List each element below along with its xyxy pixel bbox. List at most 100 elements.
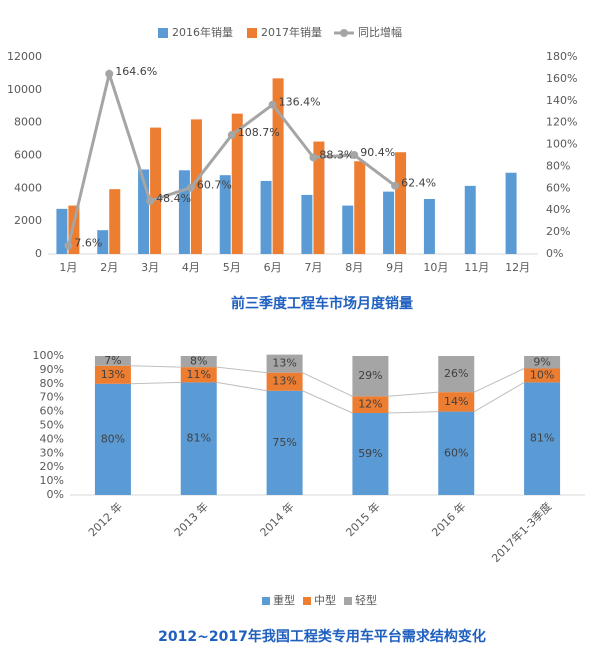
series-line — [216, 366, 267, 374]
data-label: 80% — [101, 432, 125, 445]
y-tick-label: 6000 — [14, 149, 42, 162]
y2-tick-label: 160% — [546, 72, 577, 85]
legend-label: 2016年销量 — [172, 25, 233, 39]
data-label: 7% — [104, 354, 121, 367]
x-tick-label: 7月 — [304, 261, 322, 274]
legend-label: 2017年销量 — [261, 25, 322, 39]
legend-swatch — [262, 597, 270, 605]
data-label: 62.4% — [401, 177, 436, 190]
y-tick-label: 10% — [40, 474, 64, 487]
data-label: 7.6% — [74, 237, 102, 250]
data-label: 59% — [358, 447, 382, 460]
bar — [138, 169, 150, 254]
x-tick-label: 2012 年 — [85, 499, 125, 539]
x-tick-label: 10月 — [423, 261, 448, 274]
y2-tick-label: 140% — [546, 94, 577, 107]
bar — [423, 199, 435, 254]
line-point — [350, 151, 359, 160]
y2-tick-label: 120% — [546, 116, 577, 129]
series-line — [302, 390, 353, 414]
x-tick-label: 6月 — [264, 261, 282, 274]
y2-tick-label: 20% — [546, 225, 570, 238]
data-label: 48.4% — [156, 192, 191, 205]
bar — [190, 119, 202, 254]
line-point — [309, 153, 318, 162]
series-line — [302, 372, 353, 397]
data-label: 75% — [272, 436, 296, 449]
bar-segment — [438, 392, 475, 412]
y-tick-label: 90% — [40, 363, 64, 376]
bar — [150, 127, 162, 254]
data-label: 9% — [533, 355, 550, 368]
data-label: 8% — [190, 355, 207, 368]
bar — [178, 170, 190, 254]
data-label: 10% — [530, 368, 554, 381]
line-point — [391, 181, 400, 190]
y-tick-label: 50% — [40, 419, 64, 432]
legend-swatch — [158, 28, 168, 38]
bar — [464, 185, 476, 254]
line-point — [105, 69, 114, 78]
x-tick-label: 12月 — [505, 261, 530, 274]
bar-segment — [94, 356, 131, 366]
x-tick-label: 2015 年 — [343, 499, 383, 539]
series-line — [216, 381, 267, 392]
bar-segment — [438, 411, 475, 495]
series-line — [388, 391, 439, 397]
chart-title: 前三季度工程车市场月度销量 — [231, 295, 413, 312]
y-tick-label: 8000 — [14, 116, 42, 129]
x-tick-label: 1月 — [59, 261, 77, 274]
bar — [68, 205, 80, 254]
data-label: 13% — [101, 368, 125, 381]
legend-swatch — [344, 597, 352, 605]
bar — [272, 78, 284, 254]
legend-swatch — [303, 597, 311, 605]
line-point — [64, 241, 73, 250]
bar-segment — [180, 382, 217, 495]
y-tick-label: 12000 — [7, 50, 42, 63]
y2-tick-label: 80% — [546, 159, 570, 172]
bar — [56, 208, 68, 254]
bar — [505, 172, 517, 254]
data-label: 108.7% — [238, 126, 280, 139]
chart-title: 2012~2017年我国工程类专用车平台需求结构变化 — [158, 628, 486, 645]
bar-segment — [438, 356, 475, 393]
x-tick-label: 2016 年 — [429, 499, 469, 539]
series-line — [388, 411, 439, 414]
y2-tick-label: 0% — [546, 247, 563, 260]
bar-segment — [180, 356, 217, 368]
x-tick-label: 2014 年 — [257, 499, 297, 539]
data-label: 12% — [358, 398, 382, 411]
bar-segment — [94, 383, 131, 495]
y-tick-label: 0 — [35, 247, 42, 260]
data-label: 60.7% — [197, 179, 232, 192]
legend-label: 中型 — [314, 593, 336, 607]
bar — [109, 189, 121, 254]
y-tick-label: 10000 — [7, 83, 42, 96]
y2-tick-label: 180% — [546, 50, 577, 63]
y-tick-label: 20% — [40, 460, 64, 473]
line-point — [186, 183, 195, 192]
x-tick-label: 2013 年 — [171, 499, 211, 539]
bar-segment — [180, 367, 217, 383]
line-point — [146, 197, 155, 206]
bar-segment — [266, 354, 303, 373]
x-tick-label: 11月 — [464, 261, 489, 274]
bar-segment — [524, 368, 561, 383]
y-tick-label: 0% — [47, 488, 64, 501]
bar — [313, 141, 325, 254]
x-tick-label: 5月 — [223, 261, 241, 274]
y-tick-label: 30% — [40, 446, 64, 459]
legend-label: 同比增幅 — [358, 25, 402, 39]
bar-segment — [524, 356, 561, 369]
data-label: 164.6% — [115, 65, 157, 78]
data-label: 26% — [444, 367, 468, 380]
legend-swatch — [247, 28, 257, 38]
x-tick-label: 2月 — [100, 261, 118, 274]
data-label: 81% — [530, 432, 554, 445]
bar-segment — [266, 372, 303, 391]
legend-swatch — [340, 29, 348, 37]
bar-segment — [524, 382, 561, 495]
data-label: 136.4% — [279, 96, 321, 109]
